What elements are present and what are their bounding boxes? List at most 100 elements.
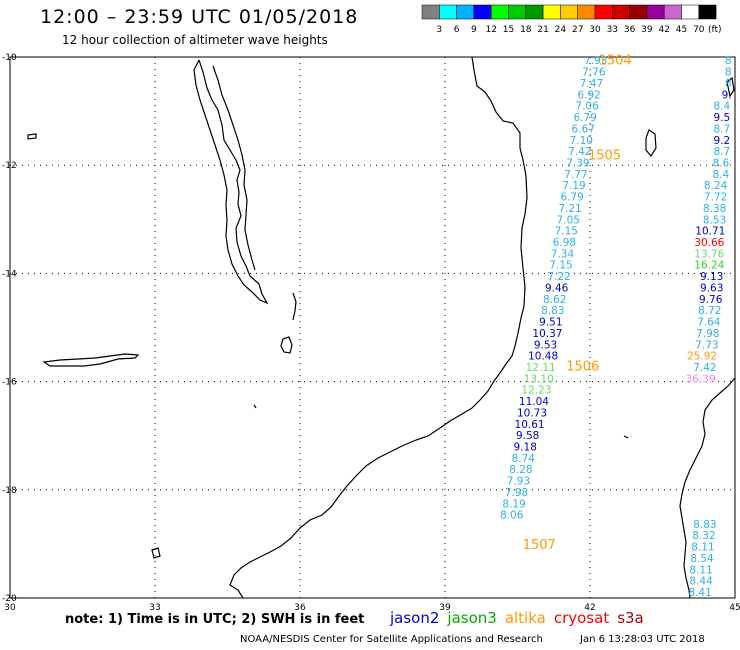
pass-number-label: 1506 — [566, 359, 599, 374]
wave-height-value: 8.72 — [698, 305, 721, 317]
wave-height-value: 8.62 — [543, 294, 566, 306]
legend-label: 21 — [537, 25, 548, 35]
legend-label: 39 — [641, 25, 653, 35]
wave-height-value: 16.24 — [694, 260, 724, 272]
wave-height-value: 9.76 — [699, 294, 723, 306]
wave-height-value: 8.28 — [509, 464, 532, 476]
wave-height-value: 8.19 — [502, 498, 525, 510]
pass-number-label: 1504 — [599, 54, 632, 69]
wave-height-value: 9.18 — [514, 442, 537, 454]
x-tick-label: 30 — [4, 603, 16, 610]
wave-height-value: 7.39 — [566, 157, 589, 169]
comoro-island — [726, 76, 735, 98]
legend-label: 45 — [676, 25, 687, 35]
y-tick-label: -18 — [2, 486, 17, 496]
wave-height-value: 9. — [722, 89, 732, 101]
wave-height-value: 30.66 — [694, 237, 724, 249]
y-tick-label: -16 — [2, 378, 17, 388]
legend-label: 36 — [624, 25, 636, 35]
wave-height-value: 9.46 — [545, 282, 569, 294]
wave-height-value: 8.24 — [704, 180, 728, 192]
wave-height-value: 8.7 — [713, 123, 730, 135]
altimeter-track-b: 8889.8.49.58.79.28.78.68.48.247.728.388.… — [686, 55, 732, 599]
wave-height-value: 6.79 — [573, 112, 596, 124]
satellite-name-s3a: s3a — [617, 609, 644, 627]
y-tick-label: -14 — [2, 269, 17, 279]
legend-label: 24 — [555, 25, 567, 35]
legend-label: 70 — [693, 25, 705, 35]
bazaruto-island — [151, 547, 161, 559]
lake-chilwa — [280, 336, 293, 354]
wave-height-value: 6.67 — [572, 123, 595, 135]
color-legend: 3 6 9 12 15 18 21 24 27 30 33 36 39 42 45 70 (ft) — [421, 4, 722, 35]
x-tick-label: 33 — [149, 603, 160, 610]
map-frame — [9, 56, 736, 599]
wave-height-value: 7.77 — [564, 169, 587, 181]
legend-label: 30 — [589, 25, 601, 35]
wave-height-value: 8.4 — [712, 169, 729, 181]
x-tick-label: 42 — [584, 603, 595, 610]
small-island-2 — [623, 435, 629, 439]
wave-height-value: 6.98 — [553, 237, 576, 249]
satellite-name-altika: altika — [504, 609, 546, 627]
legend-label: 3 — [436, 25, 442, 35]
y-tick-label: -20 — [2, 594, 17, 604]
wave-height-value: 9.53 — [534, 339, 557, 351]
wave-height-value: 8.44 — [689, 576, 713, 588]
legend-label: 15 — [503, 25, 514, 35]
satellite-name-jason2: jason2 — [390, 609, 440, 627]
wave-height-value: 7.42 — [568, 146, 591, 158]
wave-height-value: 7.15 — [555, 226, 578, 238]
wave-height-value: 12.11 — [526, 362, 556, 374]
wave-height-value: 8.11 — [691, 542, 714, 554]
mayotte-island — [645, 129, 657, 158]
wave-height-value: 7.22 — [547, 271, 570, 283]
wave-height-value: 8.54 — [690, 553, 714, 565]
wave-height-value: 10.73 — [517, 407, 547, 419]
wave-height-value: 7.19 — [562, 180, 585, 192]
wave-height-value: 8.38 — [703, 203, 726, 215]
wave-height-value: 7.42 — [693, 362, 716, 374]
wave-height-value: 7.93 — [584, 55, 607, 67]
x-tick-label: 36 — [294, 603, 306, 610]
wave-height-value: 8 — [725, 55, 732, 67]
wave-height-value: 8.74 — [512, 453, 536, 465]
altimeter-track-a: 7.937.767.476.927.066.796.677.107.427.39… — [500, 55, 607, 521]
wave-height-value: 6.92 — [577, 89, 600, 101]
wave-height-value: 8.53 — [703, 214, 726, 226]
wave-height-value: 8.11 — [689, 564, 712, 576]
mozambique-ridge — [292, 292, 297, 321]
wave-height-value: 7.06 — [575, 101, 599, 113]
wave-height-map: 30 33 36 39 42 45-10-12-14-16-18-20 7.937.767… — [2, 53, 740, 610]
wave-height-value: 8.06 — [500, 510, 524, 522]
wave-height-value: 8.7 — [713, 146, 730, 158]
satellite-name-cryosat: cryosat — [553, 609, 610, 627]
legend-label: 6 — [454, 25, 460, 35]
legend-label: 27 — [572, 25, 583, 35]
wave-height-value: 9.63 — [700, 282, 723, 294]
wave-height-value: 7.34 — [551, 248, 575, 260]
axis-labels: 30 33 36 39 42 45 -10 -12 -14 -16 -18 -20 — [2, 53, 740, 610]
wave-height-value: 9.13 — [700, 271, 723, 283]
wave-height-value: 7.98 — [505, 487, 528, 499]
wave-height-value: 9.51 — [539, 317, 562, 329]
wave-height-value: 12.23 — [521, 385, 551, 397]
legend-label: 9 — [471, 25, 477, 35]
wave-height-value: 7.72 — [704, 192, 727, 204]
wave-height-value: 10.71 — [695, 226, 725, 238]
satellite-name-jason3: jason3 — [447, 609, 497, 627]
wave-height-value: 10.48 — [528, 351, 558, 363]
graticule — [9, 56, 736, 599]
legend-label: 42 — [658, 25, 669, 35]
pass-labels: 1504 1505 1506 1507 — [523, 54, 632, 553]
legend-unit: (ft) — [708, 25, 722, 35]
y-tick-label: -12 — [2, 161, 17, 171]
madagascar-coast — [679, 377, 736, 599]
lake-cahora — [42, 353, 140, 367]
pass-number-label: 1505 — [588, 148, 621, 163]
wave-height-value: 8.41 — [688, 587, 711, 599]
wave-height-value: 8 — [725, 78, 732, 90]
lake-malawi-shore — [193, 59, 269, 305]
generation-timestamp: Jan 6 13:28:03 UTC 2018 — [580, 634, 705, 645]
wave-height-value: 7.21 — [558, 203, 581, 215]
